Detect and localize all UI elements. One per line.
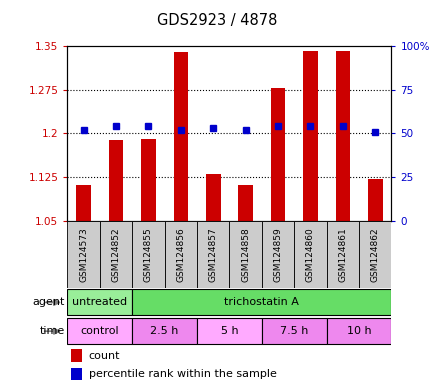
Text: GSM124860: GSM124860 [305, 227, 314, 282]
Text: GSM124855: GSM124855 [144, 227, 153, 282]
Text: GSM124858: GSM124858 [240, 227, 250, 282]
Text: untreated: untreated [72, 297, 127, 308]
Bar [70, 349, 82, 362]
Text: 10 h: 10 h [346, 326, 371, 336]
Text: GSM124857: GSM124857 [208, 227, 217, 282]
Bar [132, 221, 164, 288]
Text: GSM124859: GSM124859 [273, 227, 282, 282]
Text: time: time [40, 326, 65, 336]
Text: GDS2923 / 4878: GDS2923 / 4878 [157, 13, 277, 28]
Bar [270, 88, 285, 221]
Bar [326, 318, 391, 344]
Text: GSM124852: GSM124852 [111, 227, 120, 282]
Bar [205, 174, 220, 221]
Text: percentile rank within the sample: percentile rank within the sample [89, 369, 276, 379]
Bar [164, 221, 197, 288]
Bar [367, 179, 382, 221]
Text: GSM124856: GSM124856 [176, 227, 185, 282]
Text: control: control [80, 326, 119, 336]
Text: 5 h: 5 h [220, 326, 238, 336]
Bar [302, 51, 317, 221]
Bar [261, 318, 326, 344]
Text: agent: agent [33, 297, 65, 308]
Text: 7.5 h: 7.5 h [279, 326, 308, 336]
Bar [67, 221, 100, 288]
Bar [67, 318, 132, 344]
Bar [326, 221, 358, 288]
Bar [293, 221, 326, 288]
Bar [132, 290, 391, 315]
Bar [67, 290, 132, 315]
Text: GSM124862: GSM124862 [370, 227, 379, 282]
Bar [229, 221, 261, 288]
Bar [141, 139, 155, 221]
Text: count: count [89, 351, 120, 361]
Bar [238, 185, 253, 221]
Bar [197, 221, 229, 288]
Bar [100, 221, 132, 288]
Bar [173, 52, 188, 221]
Bar [108, 141, 123, 221]
Bar [358, 221, 391, 288]
Text: 2.5 h: 2.5 h [150, 326, 178, 336]
Bar [261, 221, 293, 288]
Bar [70, 368, 82, 380]
Bar [132, 318, 197, 344]
Bar [76, 185, 91, 221]
Text: GSM124573: GSM124573 [79, 227, 88, 282]
Bar [197, 318, 261, 344]
Text: GSM124861: GSM124861 [338, 227, 347, 282]
Bar [335, 51, 349, 221]
Text: trichostatin A: trichostatin A [224, 297, 299, 308]
